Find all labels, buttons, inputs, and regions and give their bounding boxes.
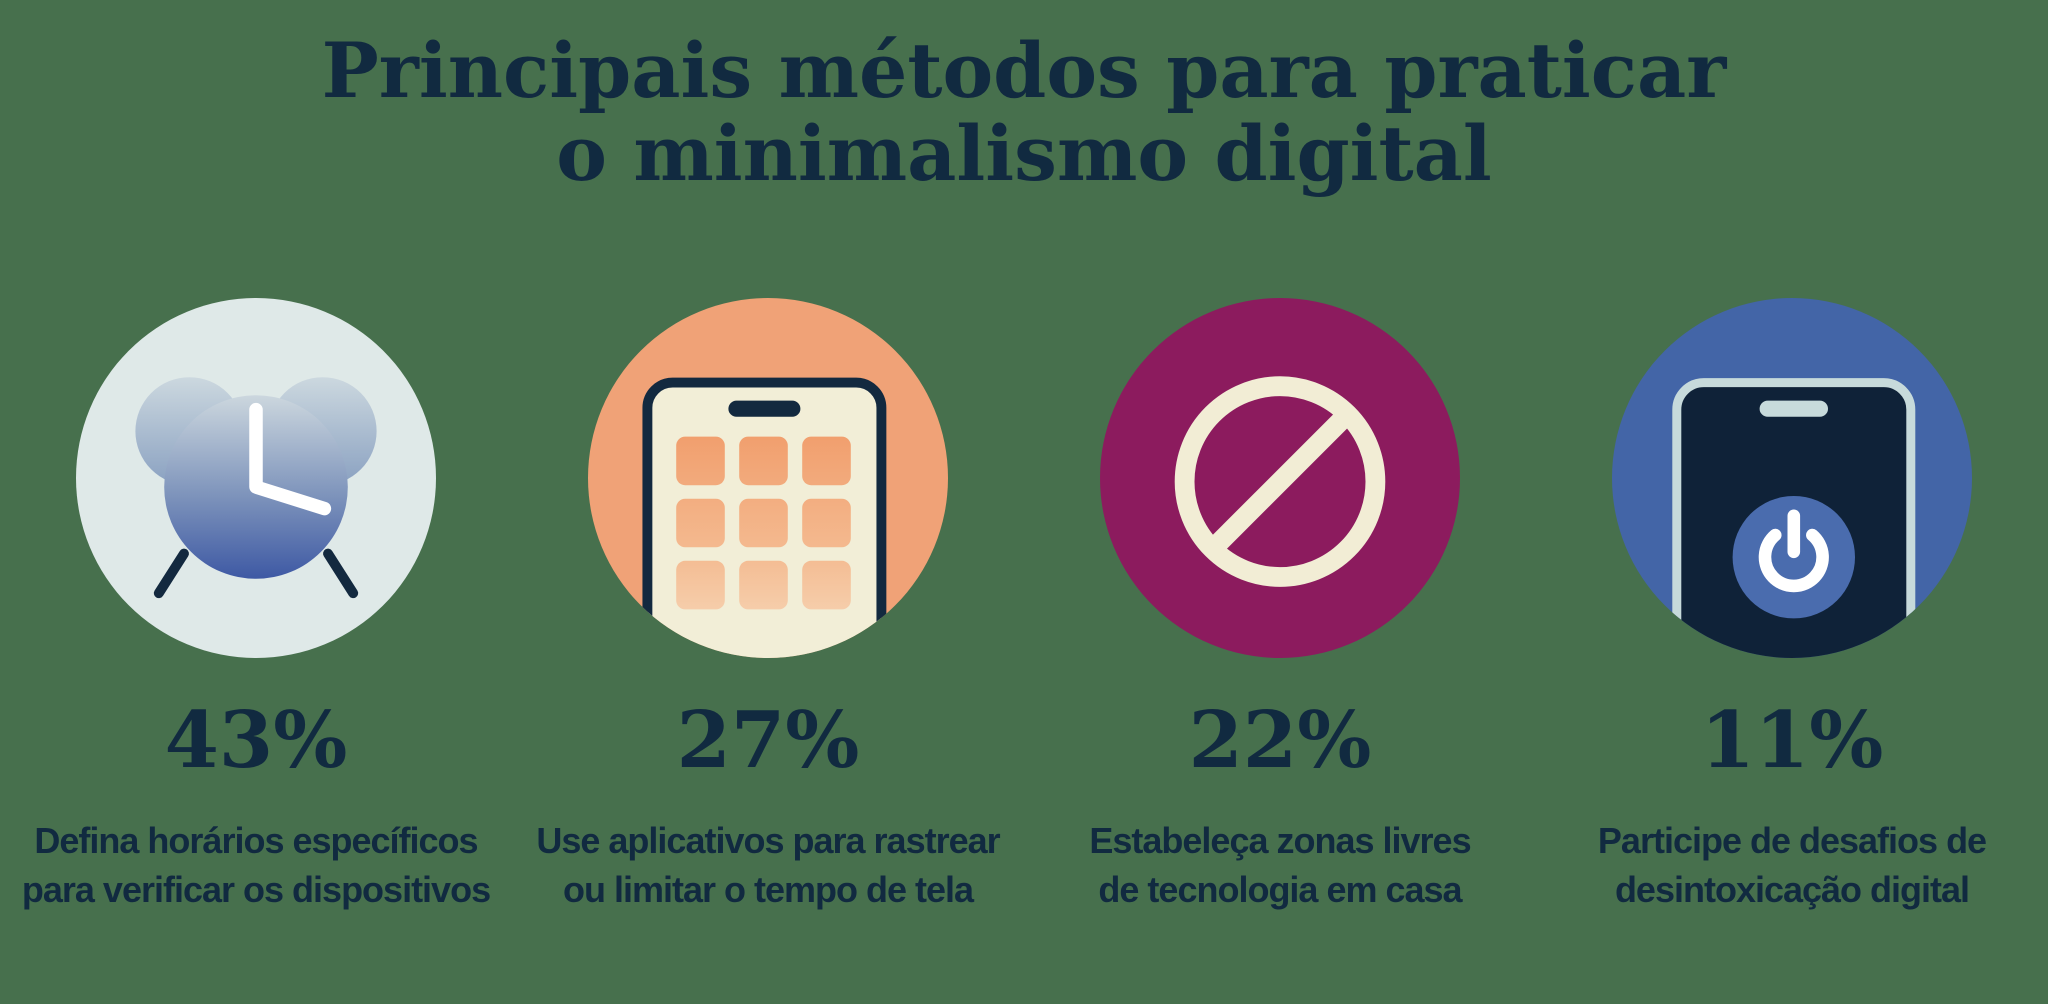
clock-leg-right: [323, 548, 359, 598]
method-percent: 22%: [1188, 694, 1372, 786]
method-percent: 43%: [164, 694, 348, 786]
power-icon: [1758, 509, 1829, 592]
phone-clipped-group: [642, 377, 887, 658]
method-percent: 11%: [1700, 694, 1884, 786]
method-schedule: 43% Defina horários específicos para ver…: [0, 297, 512, 915]
method-apps: 27% Use aplicativos para rastrear ou lim…: [512, 297, 1024, 915]
method-detox-icon-wrap: [1612, 297, 1972, 658]
method-percent: 27%: [676, 694, 860, 786]
page-title: Principais métodos para praticar o minim…: [321, 26, 1727, 198]
no-sign-ring: [1174, 375, 1386, 587]
no-sign-slash: [1205, 406, 1355, 556]
method-digital-detox: 11% Participe de desafios de desintoxica…: [1536, 297, 2048, 915]
clock-hands: [249, 402, 332, 516]
phone-speaker: [1759, 400, 1828, 417]
method-description: Use aplicativos para rastrear ou limitar…: [536, 819, 1000, 911]
method-zones-icon-wrap: [1100, 297, 1460, 658]
phone-clipped-group: [1672, 377, 1916, 658]
method-description: Participe de desafios de desintoxicação …: [1597, 819, 1987, 911]
method-tech-free-zones: 22% Estabeleça zonas livres de tecnologi…: [1024, 297, 1536, 915]
app-grid: [676, 436, 851, 610]
method-apps-icon-wrap: [588, 297, 948, 658]
phone-app-grid-icon: [588, 297, 948, 658]
method-description: Defina horários específicos para verific…: [21, 819, 491, 911]
alarm-clock-icon: [76, 297, 436, 658]
phone-power-icon: [1612, 297, 1972, 658]
phone-notch: [728, 400, 801, 417]
method-description: Estabeleça zonas livres de tecnologia em…: [1089, 819, 1471, 911]
clock-leg-left: [153, 548, 189, 598]
method-schedule-icon-wrap: [76, 297, 436, 658]
methods-row: 43% Defina horários específicos para ver…: [0, 297, 2048, 915]
no-sign-icon: [1100, 297, 1460, 658]
